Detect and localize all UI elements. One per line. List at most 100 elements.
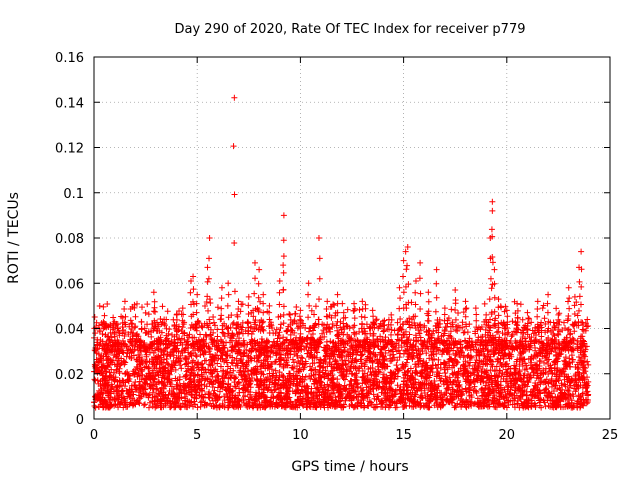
data-point — [316, 389, 323, 396]
data-point — [196, 346, 203, 353]
data-point — [160, 365, 167, 372]
data-point — [168, 383, 175, 390]
data-point — [158, 329, 165, 336]
data-point — [425, 386, 432, 393]
data-point — [161, 320, 168, 327]
data-point — [342, 386, 349, 393]
data-point — [335, 335, 342, 342]
data-point — [551, 337, 558, 344]
data-point — [370, 343, 377, 350]
data-point — [313, 348, 320, 355]
data-point — [99, 345, 106, 352]
data-point — [192, 383, 199, 390]
data-point — [155, 369, 162, 376]
data-point — [388, 357, 395, 364]
data-point — [295, 358, 302, 365]
data-point — [316, 363, 323, 370]
data-point — [301, 376, 308, 383]
data-point — [552, 352, 559, 359]
data-point — [459, 349, 466, 356]
data-point — [149, 385, 156, 392]
data-point — [424, 400, 431, 407]
data-point — [363, 384, 370, 391]
data-point — [167, 366, 174, 373]
data-point — [445, 348, 452, 355]
data-point — [492, 373, 499, 380]
data-point — [376, 323, 383, 330]
data-point — [493, 381, 500, 388]
data-point — [571, 377, 578, 384]
data-point — [164, 360, 171, 367]
data-point — [462, 366, 469, 373]
data-point — [375, 338, 382, 345]
data-point — [286, 370, 293, 377]
data-point — [173, 399, 180, 406]
data-point — [118, 355, 125, 362]
data-point — [529, 327, 536, 334]
data-point — [347, 363, 354, 370]
data-point — [95, 395, 102, 402]
data-point — [579, 361, 586, 368]
data-point — [391, 391, 398, 398]
data-point — [503, 369, 510, 376]
data-point — [570, 340, 577, 347]
data-point — [408, 384, 415, 391]
data-point — [341, 344, 348, 351]
data-point — [446, 374, 453, 381]
data-point — [217, 363, 224, 370]
data-point — [443, 381, 450, 388]
data-point — [543, 385, 550, 392]
data-point — [245, 371, 252, 378]
data-point — [308, 367, 315, 374]
data-point — [539, 305, 546, 312]
data-point — [114, 395, 121, 402]
data-point — [308, 345, 315, 352]
data-point — [487, 367, 494, 374]
data-point — [130, 391, 137, 398]
data-point — [346, 403, 353, 410]
data-point — [481, 386, 488, 393]
data-point — [99, 331, 106, 338]
data-point — [462, 358, 469, 365]
data-point — [155, 396, 162, 403]
data-point — [388, 392, 395, 399]
data-point — [248, 357, 255, 364]
data-point — [119, 314, 126, 321]
data-point — [292, 390, 299, 397]
data-point — [521, 347, 528, 354]
data-point — [394, 331, 401, 338]
data-point — [130, 330, 137, 337]
data-point — [455, 379, 462, 386]
data-point — [227, 339, 234, 346]
data-point — [245, 398, 252, 405]
data-point — [118, 345, 125, 352]
data-point — [157, 404, 164, 411]
data-point — [332, 383, 339, 390]
data-point — [175, 348, 182, 355]
data-point — [154, 402, 161, 409]
data-point — [332, 312, 339, 319]
data-point — [562, 354, 569, 361]
data-point — [295, 397, 302, 404]
data-point — [145, 370, 152, 377]
data-point — [193, 395, 200, 402]
data-point — [531, 382, 538, 389]
data-point — [450, 347, 457, 354]
data-point — [470, 369, 477, 376]
data-point — [170, 357, 177, 364]
data-point — [240, 385, 247, 392]
data-point — [434, 392, 441, 399]
data-point — [416, 322, 423, 329]
data-point — [216, 388, 223, 395]
data-point — [440, 381, 447, 388]
data-point — [123, 403, 130, 410]
data-point — [184, 398, 191, 405]
data-point — [398, 390, 405, 397]
data-point — [410, 396, 417, 403]
data-point — [406, 402, 413, 409]
data-point — [480, 403, 487, 410]
data-point — [103, 357, 110, 364]
data-point — [554, 345, 561, 352]
data-point — [528, 334, 535, 341]
data-point — [260, 371, 267, 378]
